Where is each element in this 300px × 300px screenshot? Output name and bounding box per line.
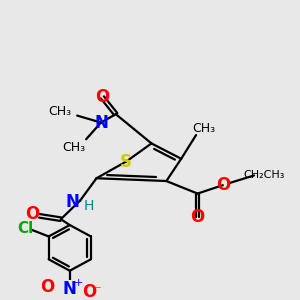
Text: CH₃: CH₃ xyxy=(48,105,71,118)
Text: O: O xyxy=(82,283,96,300)
Text: O: O xyxy=(40,278,55,296)
Text: S: S xyxy=(120,152,132,170)
Text: +: + xyxy=(74,278,83,288)
Text: O: O xyxy=(26,205,40,223)
Text: H: H xyxy=(84,199,94,213)
Text: O: O xyxy=(216,176,230,194)
Text: CH₃: CH₃ xyxy=(192,122,215,135)
Text: N: N xyxy=(66,194,80,211)
Text: N: N xyxy=(63,280,77,298)
Text: CH₂CH₃: CH₂CH₃ xyxy=(244,169,285,180)
Text: Cl: Cl xyxy=(17,220,34,236)
Text: N: N xyxy=(94,113,108,131)
Text: O: O xyxy=(95,88,110,106)
Text: CH₃: CH₃ xyxy=(63,141,86,154)
Text: O: O xyxy=(190,208,205,226)
Text: ⁻: ⁻ xyxy=(94,284,101,297)
